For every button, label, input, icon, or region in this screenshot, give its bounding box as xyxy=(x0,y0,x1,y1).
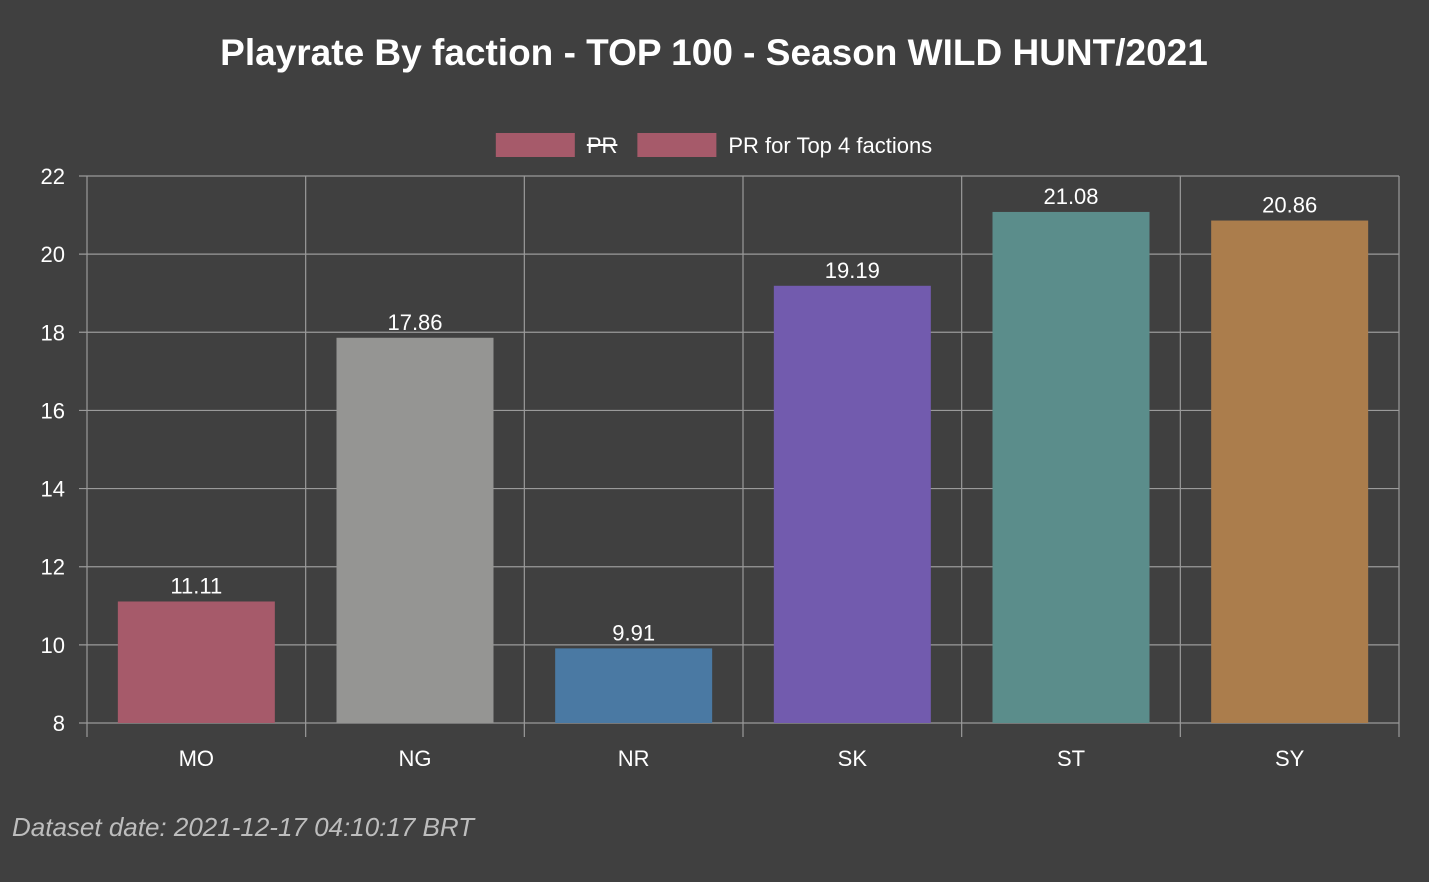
legend-item-1[interactable]: PR for Top 4 factions xyxy=(637,133,932,158)
legend: PR PR for Top 4 factions xyxy=(495,133,932,158)
legend-item-0[interactable]: PR xyxy=(495,133,618,158)
y-tick-label: 10 xyxy=(41,633,65,658)
data-label: 21.08 xyxy=(1043,184,1098,209)
legend-swatch xyxy=(637,133,717,157)
x-tick-label: ST xyxy=(1057,746,1085,771)
legend-swatch xyxy=(495,133,575,157)
x-tick-label: NG xyxy=(399,746,432,771)
y-tick-label: 16 xyxy=(41,398,65,423)
value-labels: 11.11 17.86 9.91 19.19 21.08 20.86 xyxy=(170,184,1317,645)
dataset-date: Dataset date: 2021-12-17 04:10:17 BRT xyxy=(12,812,475,842)
grid xyxy=(79,175,1400,737)
data-label: 20.86 xyxy=(1262,193,1317,218)
x-axis-ticks: MO NG NR SK ST SY xyxy=(179,746,1305,771)
y-tick-label: 18 xyxy=(41,320,65,345)
data-label: 17.86 xyxy=(387,310,442,335)
bar-chart: Playrate By faction - TOP 100 - Season W… xyxy=(41,32,1400,771)
y-axis-ticks: 8 10 12 14 16 18 20 22 xyxy=(41,164,65,736)
x-tick-label: SY xyxy=(1275,746,1305,771)
chart-title: Playrate By faction - TOP 100 - Season W… xyxy=(220,32,1208,73)
y-tick-label: 20 xyxy=(41,242,65,267)
bar-st xyxy=(992,211,1150,723)
y-tick-label: 22 xyxy=(41,164,65,189)
x-tick-label: MO xyxy=(179,746,214,771)
bars xyxy=(117,211,1369,723)
bar-mo xyxy=(117,601,275,723)
bar-ng xyxy=(336,337,494,723)
bar-sy xyxy=(1211,220,1369,723)
data-label: 19.19 xyxy=(825,258,880,283)
data-label: 11.11 xyxy=(170,573,222,598)
x-tick-label: NR xyxy=(618,746,650,771)
bar-nr xyxy=(555,648,713,723)
x-tick-label: SK xyxy=(838,746,868,771)
y-tick-label: 8 xyxy=(53,711,65,736)
bar-sk xyxy=(773,285,931,723)
legend-label: PR for Top 4 factions xyxy=(728,133,932,158)
y-tick-label: 12 xyxy=(41,555,65,580)
data-label: 9.91 xyxy=(612,620,655,645)
y-tick-label: 14 xyxy=(41,477,65,502)
